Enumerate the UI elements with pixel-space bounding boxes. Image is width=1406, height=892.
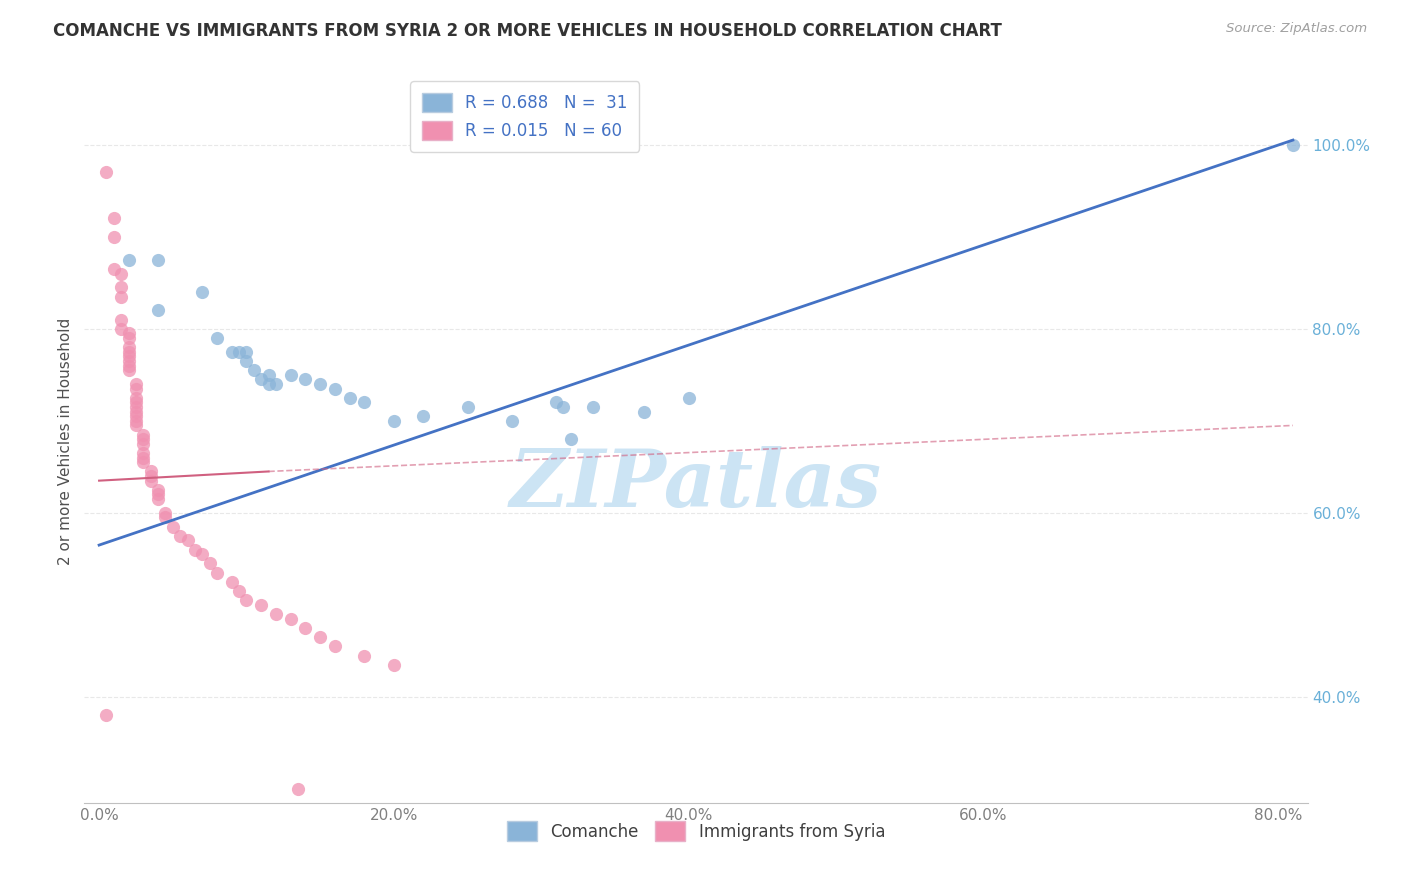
Point [501,414,523,428]
Point [110,267,132,281]
Y-axis label: 2 or more Vehicles in Household: 2 or more Vehicles in Household [58,318,73,566]
Point [117,363,139,377]
Point [132,427,155,442]
Point [221,344,243,359]
Point [294,372,316,386]
Point [132,437,155,451]
Point [117,354,139,368]
Point [125,382,148,396]
Point [633,404,655,418]
Point [169,529,191,543]
Point [132,455,155,469]
Point [235,344,257,359]
Point [110,289,132,303]
Point [117,252,139,267]
Point [125,391,148,405]
Point [117,350,139,364]
Point [1282,137,1305,152]
Point [309,377,332,392]
Point [323,640,346,654]
Point [96,165,118,179]
Point [382,657,405,672]
Point [280,368,302,382]
Point [205,331,228,345]
Point [257,368,280,382]
Point [117,344,139,359]
Point [198,557,221,571]
Point [139,465,162,479]
Point [117,359,139,373]
Point [117,326,139,341]
Point [132,432,155,446]
Point [184,542,207,557]
Point [162,519,184,533]
Point [294,621,316,635]
Point [228,344,250,359]
Point [250,598,273,612]
Point [125,418,148,433]
Text: COMANCHE VS IMMIGRANTS FROM SYRIA 2 OR MORE VEHICLES IN HOUSEHOLD CORRELATION CH: COMANCHE VS IMMIGRANTS FROM SYRIA 2 OR M… [53,22,1002,40]
Point [139,469,162,483]
Point [323,382,346,396]
Point [560,432,582,446]
Point [257,377,280,392]
Point [132,446,155,460]
Point [382,414,405,428]
Point [132,450,155,465]
Point [125,377,148,392]
Point [264,607,287,621]
Point [125,404,148,418]
Point [146,303,169,318]
Text: Source: ZipAtlas.com: Source: ZipAtlas.com [1226,22,1367,36]
Point [176,533,198,548]
Point [339,391,361,405]
Point [582,400,605,414]
Point [146,252,169,267]
Point [117,340,139,354]
Point [235,354,257,368]
Point [103,229,125,244]
Point [280,612,302,626]
Point [412,409,434,424]
Point [678,391,700,405]
Point [287,782,309,797]
Legend: Comanche, Immigrants from Syria: Comanche, Immigrants from Syria [495,810,897,852]
Point [243,363,266,377]
Point [125,414,148,428]
Point [264,377,287,392]
Point [110,280,132,294]
Point [457,400,479,414]
Point [353,395,375,409]
Point [125,395,148,409]
Point [191,547,214,561]
Point [125,400,148,414]
Point [146,491,169,506]
Point [250,372,273,386]
Point [139,474,162,488]
Point [544,395,567,409]
Point [146,483,169,497]
Point [155,506,177,520]
Point [117,331,139,345]
Point [191,285,214,299]
Point [205,566,228,580]
Point [103,262,125,277]
Text: ZIPatlas: ZIPatlas [510,446,882,524]
Point [155,510,177,524]
Point [125,409,148,424]
Point [235,593,257,607]
Point [221,574,243,589]
Point [553,400,575,414]
Point [110,312,132,326]
Point [353,648,375,663]
Point [146,487,169,501]
Point [110,322,132,336]
Point [309,630,332,644]
Point [96,708,118,723]
Point [228,584,250,599]
Point [103,211,125,226]
